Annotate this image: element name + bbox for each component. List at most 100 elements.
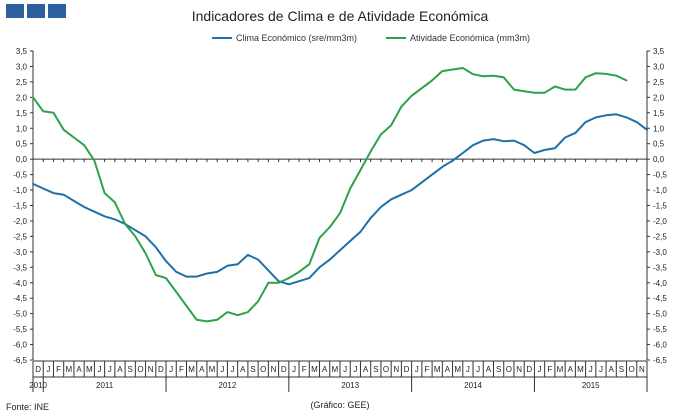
x-tick-label: M bbox=[65, 365, 72, 374]
x-tick-label: J bbox=[46, 365, 50, 374]
chart-credit: (Gráfico: GEE) bbox=[310, 400, 370, 410]
y-tick-label-right: -6,0 bbox=[653, 341, 667, 350]
x-tick-label: M bbox=[332, 365, 339, 374]
x-tick-label: J bbox=[292, 365, 296, 374]
x-tick-label: O bbox=[260, 365, 266, 374]
legend-label-atividade: Atividade Económica (mm3m) bbox=[410, 33, 531, 43]
x-tick-label: D bbox=[158, 365, 164, 374]
x-tick-label: M bbox=[434, 365, 441, 374]
chart-legend: Clima Económico (sre/mm3m) Atividade Eco… bbox=[0, 33, 680, 47]
x-tick-label: S bbox=[373, 365, 378, 374]
legend-item-clima: Clima Económico (sre/mm3m) bbox=[212, 33, 357, 43]
x-tick-label: J bbox=[169, 365, 173, 374]
x-tick-label: A bbox=[363, 365, 369, 374]
y-tick-label-left: -3,5 bbox=[13, 263, 27, 272]
y-tick-label-left: 2,5 bbox=[16, 78, 28, 87]
x-tick-label: F bbox=[179, 365, 184, 374]
x-tick-label: J bbox=[343, 365, 347, 374]
y-tick-label-left: -4,5 bbox=[13, 294, 27, 303]
y-tick-label-right: -5,0 bbox=[653, 310, 667, 319]
y-tick-label-right: -6,5 bbox=[653, 356, 667, 365]
x-tick-label: N bbox=[271, 365, 277, 374]
x-tick-label: A bbox=[117, 365, 123, 374]
y-tick-label-right: 2,0 bbox=[653, 93, 665, 102]
x-tick-label: S bbox=[250, 365, 255, 374]
x-tick-label: J bbox=[415, 365, 419, 374]
y-tick-label-left: -6,5 bbox=[13, 356, 27, 365]
x-tick-label: J bbox=[220, 365, 224, 374]
y-tick-label-right: -1,5 bbox=[653, 202, 667, 211]
x-tick-label: N bbox=[148, 365, 154, 374]
logo-block bbox=[48, 4, 66, 18]
y-tick-label-left: 1,0 bbox=[16, 124, 28, 133]
y-tick-label-right: 3,0 bbox=[653, 62, 665, 71]
y-tick-label-left: -2,5 bbox=[13, 232, 27, 241]
x-tick-label: A bbox=[322, 365, 328, 374]
y-tick-label-right: 1,0 bbox=[653, 124, 665, 133]
x-tick-label: M bbox=[86, 365, 93, 374]
y-tick-label-right: -2,0 bbox=[653, 217, 667, 226]
x-tick-label: M bbox=[209, 365, 216, 374]
x-tick-label: J bbox=[538, 365, 542, 374]
x-tick-label: J bbox=[476, 365, 480, 374]
legend-swatch-clima bbox=[212, 37, 232, 39]
legend-label-clima: Clima Económico (sre/mm3m) bbox=[236, 33, 358, 43]
x-year-label: 2011 bbox=[96, 381, 114, 390]
y-tick-label-right: 3,5 bbox=[653, 47, 665, 56]
y-tick-label-left: -2,0 bbox=[13, 217, 27, 226]
x-tick-label: N bbox=[393, 365, 399, 374]
y-tick-label-left: 3,0 bbox=[16, 62, 28, 71]
x-tick-label: A bbox=[445, 365, 451, 374]
y-tick-label-left: -5,0 bbox=[13, 310, 27, 319]
x-tick-label: N bbox=[516, 365, 522, 374]
x-tick-label: S bbox=[619, 365, 624, 374]
legend-item-atividade: Atividade Económica (mm3m) bbox=[386, 33, 530, 43]
series-line-atividade bbox=[32, 67, 628, 323]
x-tick-label: D bbox=[281, 365, 287, 374]
y-tick-label-right: -3,5 bbox=[653, 263, 667, 272]
y-tick-label-left: 0,5 bbox=[16, 140, 28, 149]
y-tick-label-right: -0,5 bbox=[653, 171, 667, 180]
y-tick-label-right: 0,5 bbox=[653, 140, 665, 149]
x-tick-label: F bbox=[547, 365, 552, 374]
x-year-label: 2014 bbox=[464, 381, 482, 390]
y-tick-label-left: -0,5 bbox=[13, 171, 27, 180]
y-tick-label-right: -4,0 bbox=[653, 279, 667, 288]
source-note: Fonte: INE bbox=[6, 402, 50, 412]
y-tick-label-left: 0,0 bbox=[16, 155, 28, 164]
x-tick-label: J bbox=[589, 365, 593, 374]
chart-title: Indicadores de Clima e de Atividade Econ… bbox=[191, 8, 489, 24]
y-tick-label-right: 0,0 bbox=[653, 155, 665, 164]
y-tick-label-right: -3,0 bbox=[653, 248, 667, 257]
y-tick-label-right: 2,5 bbox=[653, 78, 665, 87]
y-tick-label-right: 1,5 bbox=[653, 109, 665, 118]
x-tick-label: A bbox=[240, 365, 246, 374]
y-tick-label-left: 3,5 bbox=[16, 47, 28, 56]
publisher-logo bbox=[6, 4, 66, 18]
x-tick-label: M bbox=[188, 365, 195, 374]
x-tick-label: J bbox=[231, 365, 235, 374]
x-tick-label: A bbox=[609, 365, 615, 374]
logo-block bbox=[27, 4, 45, 18]
x-tick-label: O bbox=[506, 365, 512, 374]
series-line-clima bbox=[32, 113, 648, 286]
x-tick-label: O bbox=[383, 365, 389, 374]
x-tick-label: N bbox=[639, 365, 645, 374]
x-tick-label: A bbox=[486, 365, 492, 374]
x-tick-label: J bbox=[98, 365, 102, 374]
x-tick-label: J bbox=[466, 365, 470, 374]
x-tick-label: S bbox=[128, 365, 133, 374]
y-tick-label-left: -5,5 bbox=[13, 325, 27, 334]
x-tick-label: F bbox=[425, 365, 430, 374]
x-tick-label: O bbox=[137, 365, 143, 374]
x-tick-label: A bbox=[568, 365, 574, 374]
x-tick-label: D bbox=[35, 365, 41, 374]
x-tick-label: A bbox=[199, 365, 205, 374]
x-year-label: 2015 bbox=[582, 381, 600, 390]
x-tick-label: M bbox=[577, 365, 584, 374]
x-tick-label: F bbox=[56, 365, 61, 374]
x-year-label: 2013 bbox=[341, 381, 359, 390]
y-tick-label-right: -5,5 bbox=[653, 325, 667, 334]
x-tick-label: S bbox=[496, 365, 501, 374]
